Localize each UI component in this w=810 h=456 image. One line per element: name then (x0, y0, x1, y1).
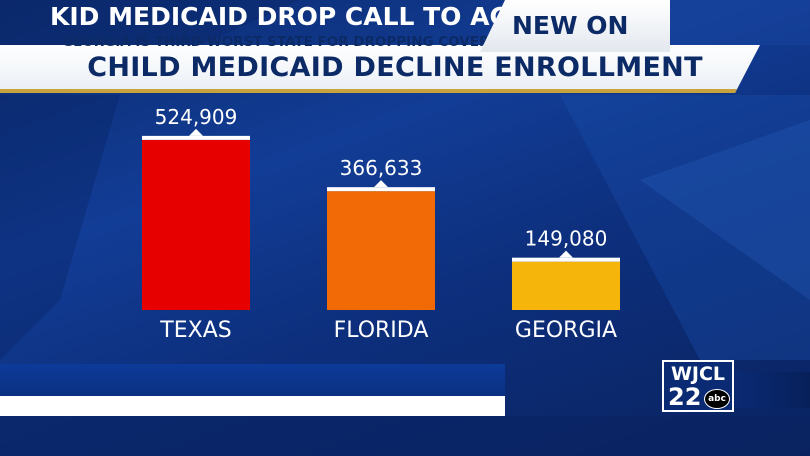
new-on-tag: NEW ON (512, 11, 629, 40)
bar-group-georgia: 149,080 GEORGIA (512, 227, 620, 343)
title-banner (0, 45, 760, 93)
subheadline-bar (0, 396, 505, 416)
value-label-georgia: 149,080 (525, 227, 608, 251)
logo-call-letters: WJCL (670, 363, 726, 385)
bar-pointer-florida (374, 180, 388, 188)
bar-pointer-texas (189, 128, 203, 136)
chart-title: CHILD MEDICAID DECLINE ENROLLMENT (87, 51, 703, 83)
bar-cap-georgia (512, 257, 620, 262)
bar-cap-texas (142, 135, 250, 140)
lower-third (0, 364, 810, 416)
logo-network-badge: abc (704, 389, 730, 409)
lower-third-headline: KID MEDICAID DROP CALL TO ACTION (50, 2, 577, 31)
bar-texas (142, 139, 250, 310)
logo-channel-number: 22 (668, 383, 702, 411)
bar-cap-florida (327, 187, 435, 192)
value-label-texas: 524,909 (155, 105, 238, 129)
bar-florida (327, 191, 435, 310)
station-logo: WJCL 22 abc (662, 360, 734, 412)
value-label-florida: 366,633 (340, 156, 423, 180)
bar-group-texas: 524,909 TEXAS (142, 105, 250, 343)
bar-georgia (512, 261, 620, 310)
bar-group-florida: 366,633 FLORIDA (327, 156, 435, 343)
new-on-tag-bg (480, 0, 670, 52)
bar-chart: 524,909 TEXAS 366,633 FLORIDA 149,080 GEORGIA (142, 105, 620, 343)
category-label-georgia: GEORGIA (515, 318, 617, 343)
lower-third-right-stripe (735, 372, 810, 408)
category-label-texas: TEXAS (159, 318, 231, 343)
lower-third-subheadline: GEORGIA IS THIRD WORST STATE FOR DROPPIN… (62, 34, 598, 50)
category-label-florida: FLORIDA (334, 318, 429, 343)
bar-pointer-georgia (559, 250, 573, 258)
